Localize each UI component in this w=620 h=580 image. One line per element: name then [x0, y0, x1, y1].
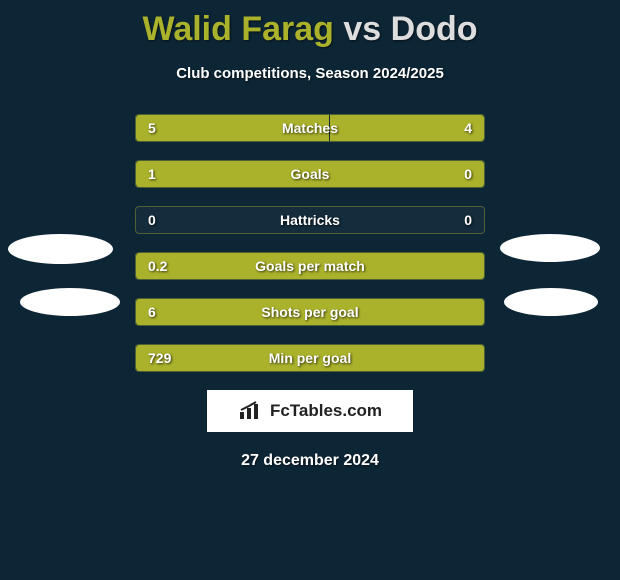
stat-bar-left — [136, 253, 484, 279]
player-badge-oval — [20, 288, 120, 316]
stat-bar-left — [136, 161, 397, 187]
stat-value-left: 6 — [136, 299, 168, 325]
stat-value-left: 0 — [136, 207, 168, 233]
comparison-title: Walid Farag vs Dodo — [0, 0, 620, 49]
stat-row: 6Shots per goal — [135, 298, 485, 326]
date-text: 27 december 2024 — [0, 452, 620, 470]
chart-icon — [238, 401, 264, 421]
stat-row: 0 0Hattricks — [135, 206, 485, 234]
stat-value-right: 0 — [452, 207, 484, 233]
stat-bar-left — [136, 345, 484, 371]
logo-text: FcTables.com — [270, 401, 382, 421]
stat-value-left: 1 — [136, 161, 168, 187]
fctables-logo: FcTables.com — [207, 390, 413, 432]
stat-row: 54Matches — [135, 114, 485, 142]
stat-value-left: 729 — [136, 345, 183, 371]
stat-row: 0.2Goals per match — [135, 252, 485, 280]
title-vs: vs — [343, 10, 381, 48]
chart-area: 54Matches10Goals00Hattricks0.2Goals per … — [0, 114, 620, 470]
stat-value-right: 0 — [452, 161, 484, 187]
stat-value-right: 4 — [452, 115, 484, 141]
stat-row: 10Goals — [135, 160, 485, 188]
stat-bar-left — [136, 299, 484, 325]
player-badge-oval — [500, 234, 600, 262]
subtitle: Club competitions, Season 2024/2025 — [0, 65, 620, 82]
stat-value-left: 0.2 — [136, 253, 179, 279]
player1-name: Walid Farag — [142, 10, 333, 48]
stat-value-left: 5 — [136, 115, 168, 141]
stat-row: 729Min per goal — [135, 344, 485, 372]
player-badge-oval — [504, 288, 598, 316]
player-badge-oval — [8, 234, 113, 264]
stat-label: Hattricks — [136, 207, 484, 233]
player2-name: Dodo — [391, 10, 478, 48]
